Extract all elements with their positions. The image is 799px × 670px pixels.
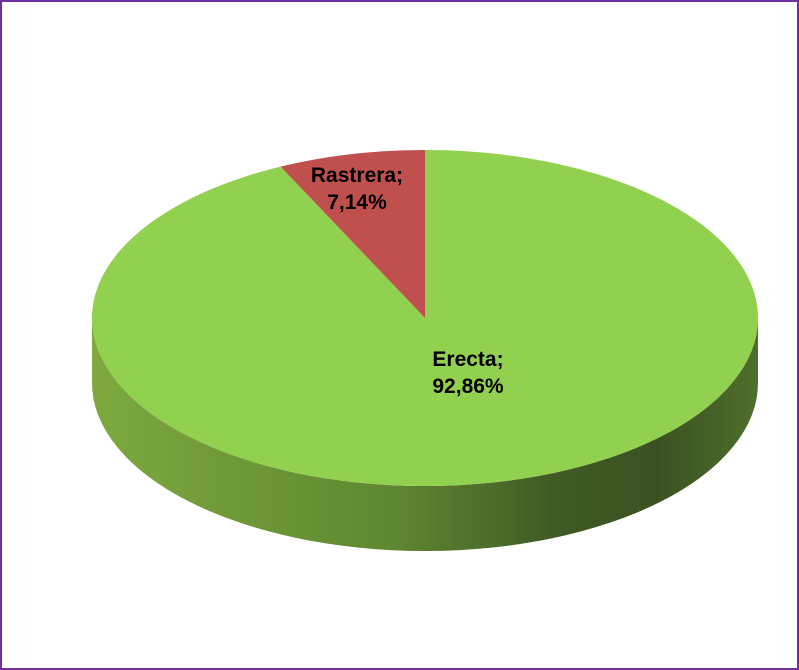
data-label-category: Erecta (432, 348, 497, 371)
data-label: Rastrera; 7,14% (311, 164, 403, 214)
plot-area: Erecta; 92,86% Rastrera; 7,14% (92, 150, 759, 551)
data-label-value: 92,86% (432, 375, 504, 398)
data-label-category: Rastrera (311, 164, 397, 187)
slice (92, 150, 759, 486)
data-label-separator: ; (396, 164, 403, 187)
data-label: Erecta; 92,86% (432, 348, 504, 398)
slice-side (92, 318, 758, 551)
slice (280, 150, 425, 318)
data-label-separator: ; (497, 348, 504, 371)
data-label-value: 7,14% (327, 191, 387, 214)
